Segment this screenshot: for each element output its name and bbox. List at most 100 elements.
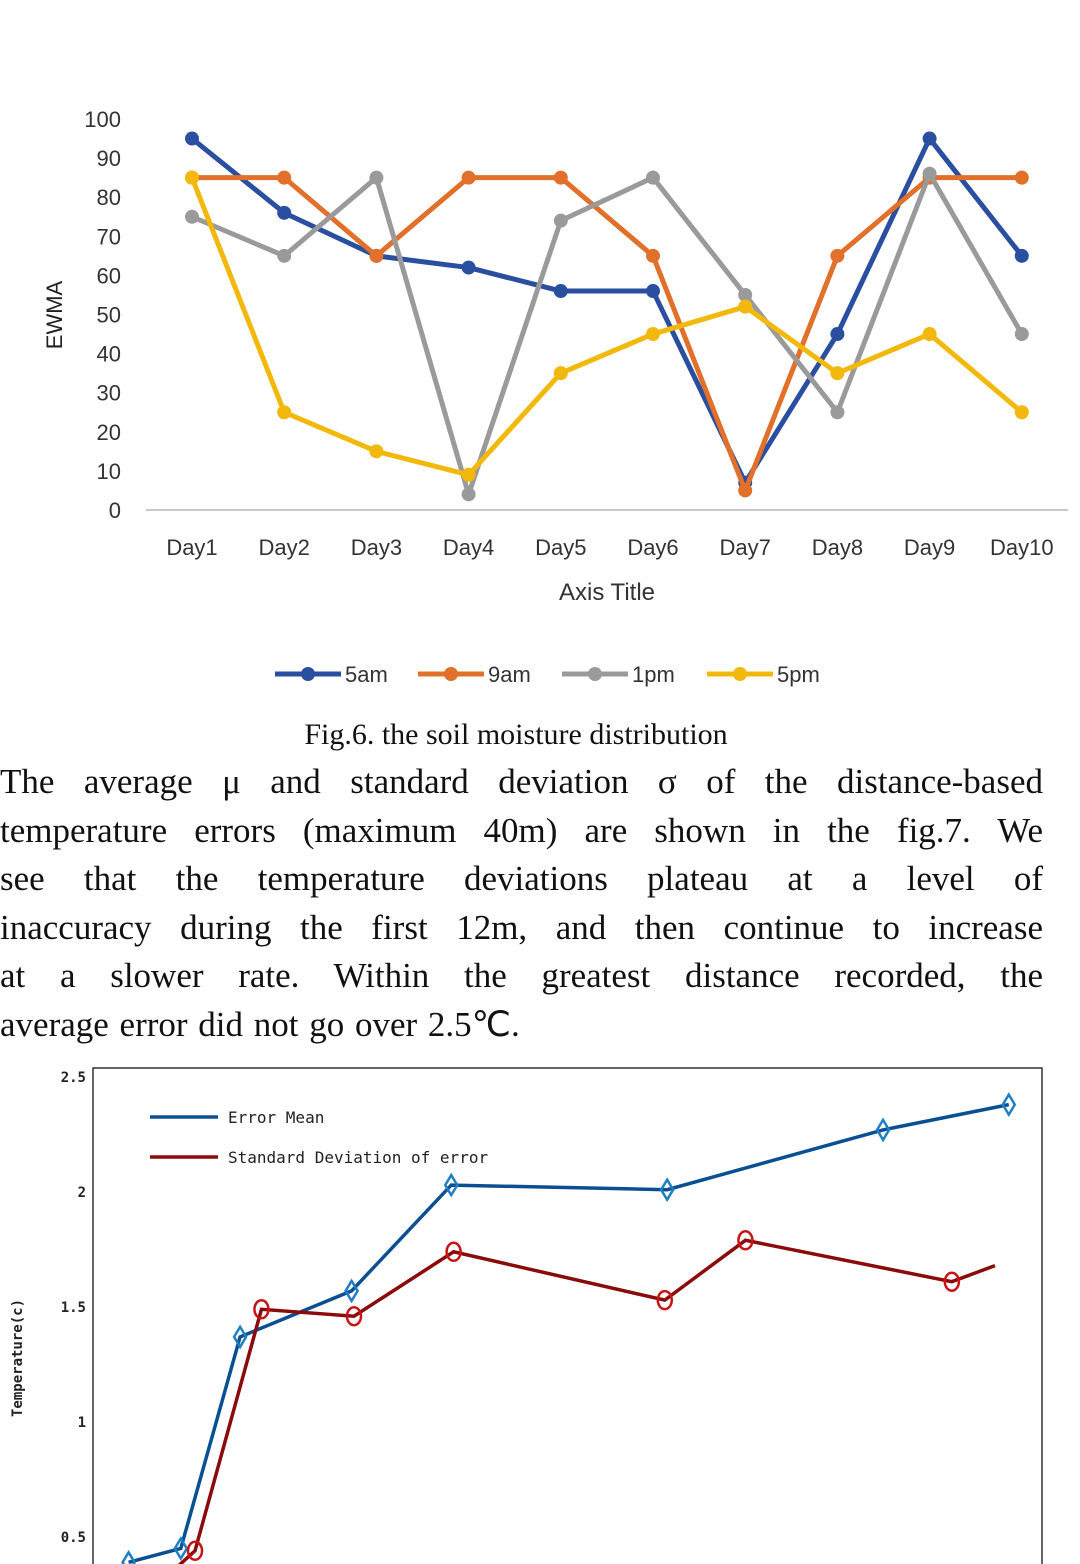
- legend-marker-5pm: [733, 667, 747, 681]
- legend-marker-5am: [301, 667, 315, 681]
- data-point-5am: [553, 284, 568, 299]
- data-point-5pm: [553, 366, 568, 381]
- data-point-circle: [186, 1540, 204, 1562]
- y-axis-title: EWMA: [42, 280, 67, 349]
- data-point-1pm: [922, 166, 937, 181]
- data-point-9am: [830, 248, 845, 263]
- legend-marker-1pm: [588, 667, 602, 681]
- y-tick-label: 30: [97, 381, 121, 406]
- x-tick-label: Day4: [443, 535, 494, 560]
- data-point-5pm: [738, 299, 753, 314]
- body-paragraph: The average μ and standard deviation σ o…: [0, 758, 1043, 1049]
- legend-label: 5pm: [777, 662, 820, 687]
- y-tick-label: 100: [84, 107, 121, 132]
- series-line-5pm: [189, 176, 1024, 478]
- data-point-9am: [1014, 170, 1029, 185]
- data-point-diamond: [875, 1117, 891, 1143]
- y-tick-label: 60: [97, 263, 121, 288]
- legend-label: Standard Deviation of error: [228, 1148, 488, 1167]
- data-point-1pm: [830, 405, 845, 420]
- paragraph-line: average error did not go over 2.5℃.: [0, 1004, 520, 1044]
- plot-frame: [92, 1067, 1043, 1564]
- y-tick-label: 20: [97, 420, 121, 445]
- data-point-5am: [922, 131, 937, 146]
- data-point-circle: [656, 1289, 674, 1311]
- data-point-5am: [646, 284, 660, 299]
- y-tick-label: 0: [109, 498, 121, 523]
- data-point-diamond: [1001, 1092, 1017, 1118]
- y-tick-label: 50: [97, 303, 121, 328]
- data-point-9am: [461, 170, 476, 185]
- data-point-5pm: [461, 467, 476, 482]
- y-tick-label: 90: [97, 146, 121, 171]
- x-tick-label: Day8: [812, 535, 863, 560]
- y-tick-label: 10: [97, 459, 121, 484]
- data-point-5pm: [922, 327, 937, 342]
- data-point-1pm: [277, 248, 292, 263]
- x-tick-label: Day1: [166, 535, 217, 560]
- data-point-1pm: [553, 213, 568, 228]
- data-point-5am: [185, 131, 199, 146]
- data-point-9am: [369, 248, 384, 263]
- data-point-1pm: [369, 170, 384, 185]
- x-tick-label: Day3: [351, 535, 402, 560]
- data-point-1pm: [646, 170, 660, 185]
- data-point-5pm: [185, 170, 199, 185]
- figure6-caption: Fig.6. the soil moisture distribution: [304, 718, 728, 751]
- y-tick-label: 1.5: [61, 1300, 86, 1316]
- data-point-1pm: [461, 487, 476, 502]
- data-point-circle: [943, 1271, 961, 1292]
- data-point-1pm: [1014, 327, 1029, 342]
- data-point-diamond: [344, 1278, 360, 1304]
- data-point-5pm: [1014, 405, 1029, 420]
- data-point-circle: [253, 1299, 270, 1320]
- data-point-circle: [345, 1305, 363, 1327]
- data-point-5pm: [830, 366, 845, 381]
- legend-label: 1pm: [632, 662, 675, 687]
- legend-label: 5am: [345, 662, 388, 687]
- y-tick-label: 2.5: [61, 1070, 86, 1086]
- paragraph-line: temperature errors (maximum 40m) are sho…: [0, 810, 1043, 850]
- data-point-diamond: [443, 1172, 459, 1198]
- legend-marker-9am: [444, 667, 458, 681]
- paragraph-line: inaccuracy during the first 12m, and the…: [0, 907, 1043, 947]
- data-point-diamond: [121, 1549, 137, 1564]
- x-tick-label: Day7: [720, 535, 771, 560]
- y-axis-title: Temperature(c): [10, 1299, 26, 1417]
- data-point-5am: [277, 205, 292, 220]
- data-point-5am: [1014, 248, 1029, 263]
- data-point-1pm: [738, 287, 753, 302]
- legend-label: 9am: [488, 662, 531, 687]
- y-tick-label: 80: [97, 185, 121, 210]
- x-tick-label: Day2: [259, 535, 310, 560]
- legend-label: Error Mean: [228, 1108, 324, 1127]
- y-tick-label: 1: [78, 1415, 86, 1431]
- data-point-diamond: [173, 1536, 189, 1561]
- x-tick-label: Day10: [990, 535, 1054, 560]
- x-tick-label: Day6: [627, 535, 678, 560]
- series-line-5am: [190, 136, 1024, 486]
- series-line-9am: [192, 175, 1022, 493]
- data-point-9am: [738, 483, 753, 498]
- paragraph-line: see that the temperature deviations plat…: [0, 859, 1043, 898]
- y-tick-label: 40: [97, 342, 121, 367]
- data-point-5am: [461, 260, 476, 275]
- series-line: [177, 1238, 996, 1564]
- x-tick-label: Day5: [535, 535, 586, 560]
- data-point-diamond: [232, 1324, 248, 1350]
- data-point-9am: [277, 170, 292, 185]
- data-point-1pm: [185, 209, 199, 224]
- y-tick-label: 2: [78, 1185, 86, 1201]
- x-axis-title: Axis Title: [559, 579, 655, 606]
- paragraph-line: The average μ and standard deviation σ o…: [0, 762, 1043, 801]
- data-point-circle: [737, 1230, 754, 1251]
- data-point-circle: [445, 1241, 462, 1263]
- y-tick-label: 70: [97, 224, 121, 249]
- figure7-chart: 0.5 1 1.5 2 2.5 Temperature(c) Error Mean Stand…: [10, 1067, 1043, 1564]
- data-point-9am: [553, 170, 568, 185]
- data-point-5pm: [277, 405, 292, 420]
- series-line-1pm: [191, 171, 1024, 497]
- data-point-9am: [646, 248, 660, 263]
- data-point-5pm: [369, 444, 384, 459]
- figure6-chart: 0 10 20 30 40 50 60 70 80 90 100 Day1 Day2 Day3 Day4 Da…: [42, 107, 1068, 687]
